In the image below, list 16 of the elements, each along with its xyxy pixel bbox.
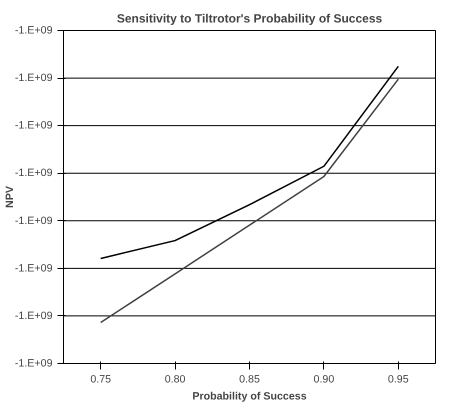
text: -1.E+09 bbox=[14, 310, 53, 322]
text: -1.E+09 bbox=[14, 120, 53, 132]
x-tick-label: 0.95 bbox=[388, 374, 409, 386]
text: -1.E+09 bbox=[14, 72, 53, 84]
text: -1.E+09 bbox=[14, 167, 53, 180]
text: -1.E+09 bbox=[14, 262, 53, 274]
text: -1.E+09 bbox=[14, 214, 53, 227]
chart-title: Sensitivity to Tiltrotor's Probability of Success bbox=[116, 12, 383, 26]
text: -1.E+09 bbox=[14, 358, 53, 370]
x-tick-label: 0.85 bbox=[239, 374, 260, 386]
text: -1.E+09 bbox=[14, 24, 53, 36]
x-tick-label: 0.80 bbox=[164, 374, 186, 386]
x-axis-title: Probability of Success bbox=[192, 390, 307, 402]
x-tick-label: 0.75 bbox=[90, 374, 112, 386]
x-tick-label: 0.90 bbox=[314, 374, 334, 386]
y-axis-title: NPV bbox=[4, 185, 16, 208]
